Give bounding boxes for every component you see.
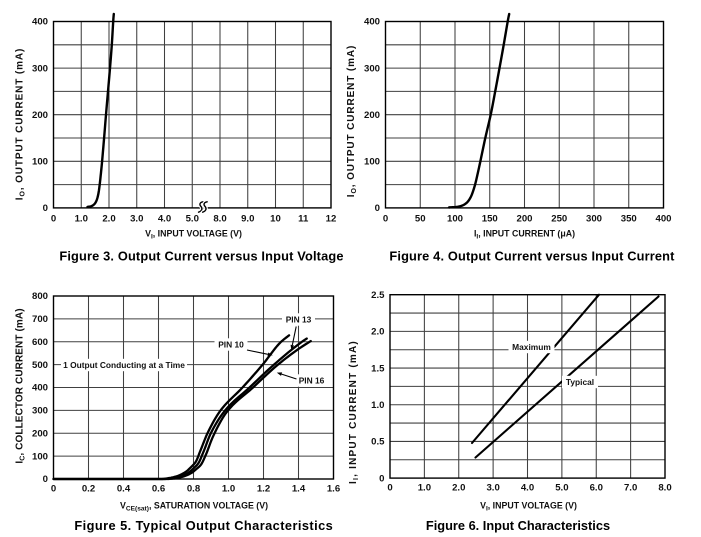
svg-text:Figure 3. Output Current versu: Figure 3. Output Current versus Input Vo… [59,249,343,264]
svg-text:800: 800 [32,291,48,302]
svg-text:600: 600 [32,337,48,348]
svg-text:1.0: 1.0 [371,400,384,411]
svg-text:5.0: 5.0 [555,483,568,494]
svg-text:6.0: 6.0 [590,483,603,494]
svg-text:100: 100 [447,214,463,225]
svg-text:2.0: 2.0 [371,327,384,338]
svg-text:700: 700 [32,314,48,325]
svg-text:100: 100 [32,451,48,462]
svg-text:0.6: 0.6 [152,484,165,495]
svg-text:Typical: Typical [566,377,594,387]
svg-text:0: 0 [43,203,48,214]
svg-text:0: 0 [51,484,56,495]
svg-text:1.0: 1.0 [418,483,431,494]
svg-text:1.0: 1.0 [75,214,88,225]
svg-text:350: 350 [621,214,637,225]
svg-text:0: 0 [375,203,380,214]
svg-text:400: 400 [655,214,671,225]
svg-text:250: 250 [551,214,567,225]
svg-text:0.4: 0.4 [117,484,131,495]
svg-text:200: 200 [516,214,532,225]
svg-text:10: 10 [270,214,281,225]
svg-text:1.6: 1.6 [327,484,340,495]
svg-text:0.5: 0.5 [371,437,385,448]
svg-text:II, INPUT CURRENT (mA): II, INPUT CURRENT (mA) [348,340,360,484]
svg-text:300: 300 [32,63,48,74]
svg-text:2.0: 2.0 [452,483,465,494]
svg-text:7.0: 7.0 [624,483,637,494]
svg-text:Figure 4. Output Current versu: Figure 4. Output Current versus Input Cu… [389,249,675,264]
svg-text:400: 400 [32,17,48,28]
svg-text:1.4: 1.4 [292,484,306,495]
svg-text:IO, OUTPUT CURRENT (mA): IO, OUTPUT CURRENT (mA) [15,48,27,200]
svg-text:2.0: 2.0 [102,214,115,225]
svg-text:0: 0 [43,474,48,485]
svg-text:1.0: 1.0 [222,484,235,495]
svg-text:500: 500 [32,360,48,371]
svg-text:Figure 5. Typical Output Chara: Figure 5. Typical Output Characteristics [74,518,333,533]
svg-text:8.0: 8.0 [658,483,671,494]
svg-text:PIN 13: PIN 13 [286,315,312,325]
svg-text:9.0: 9.0 [241,214,254,225]
svg-text:2.5: 2.5 [371,290,385,301]
svg-text:400: 400 [32,383,48,394]
svg-text:Maximum: Maximum [512,342,551,352]
svg-text:11: 11 [298,214,309,225]
svg-text:0: 0 [387,483,392,494]
svg-text:0: 0 [51,214,56,225]
svg-text:4.0: 4.0 [521,483,534,494]
svg-text:VCE(sat), SATURATION VOLTAGE (: VCE(sat), SATURATION VOLTAGE (V) [120,501,268,513]
svg-text:IO, OUTPUT CURRENT (mA): IO, OUTPUT CURRENT (mA) [346,45,358,197]
svg-text:150: 150 [482,214,498,225]
svg-text:300: 300 [586,214,602,225]
svg-text:200: 200 [32,428,48,439]
svg-text:1 Output Conducting at a Time: 1 Output Conducting at a Time [63,360,185,370]
svg-text:100: 100 [364,157,380,168]
svg-text:VI, INPUT VOLTAGE (V): VI, INPUT VOLTAGE (V) [145,229,242,241]
svg-text:II, INPUT CURRENT (μA): II, INPUT CURRENT (μA) [474,229,575,241]
svg-text:VI, INPUT VOLTAGE (V): VI, INPUT VOLTAGE (V) [480,501,577,513]
svg-text:Figure 6. Input Characteristic: Figure 6. Input Characteristics [426,518,610,533]
svg-text:1.2: 1.2 [257,484,270,495]
svg-text:0.2: 0.2 [82,484,95,495]
svg-text:200: 200 [32,110,48,121]
svg-text:300: 300 [364,63,380,74]
svg-text:4.0: 4.0 [158,214,171,225]
svg-text:12: 12 [326,214,337,225]
svg-text:PIN 16: PIN 16 [299,376,325,386]
svg-text:8.0: 8.0 [213,214,226,225]
svg-text:5.0: 5.0 [186,214,199,225]
svg-text:50: 50 [415,214,426,225]
svg-text:0.8: 0.8 [187,484,201,495]
svg-text:200: 200 [364,110,380,121]
svg-text:IC, COLLECTOR CURRENT (mA): IC, COLLECTOR CURRENT (mA) [15,308,27,463]
svg-text:0: 0 [379,473,384,484]
svg-text:100: 100 [32,157,48,168]
svg-text:300: 300 [32,406,48,417]
svg-text:3.0: 3.0 [130,214,143,225]
svg-text:1.5: 1.5 [371,363,385,374]
svg-text:PIN 10: PIN 10 [218,340,244,350]
svg-text:0: 0 [383,214,388,225]
svg-text:3.0: 3.0 [486,483,499,494]
svg-text:400: 400 [364,17,380,28]
